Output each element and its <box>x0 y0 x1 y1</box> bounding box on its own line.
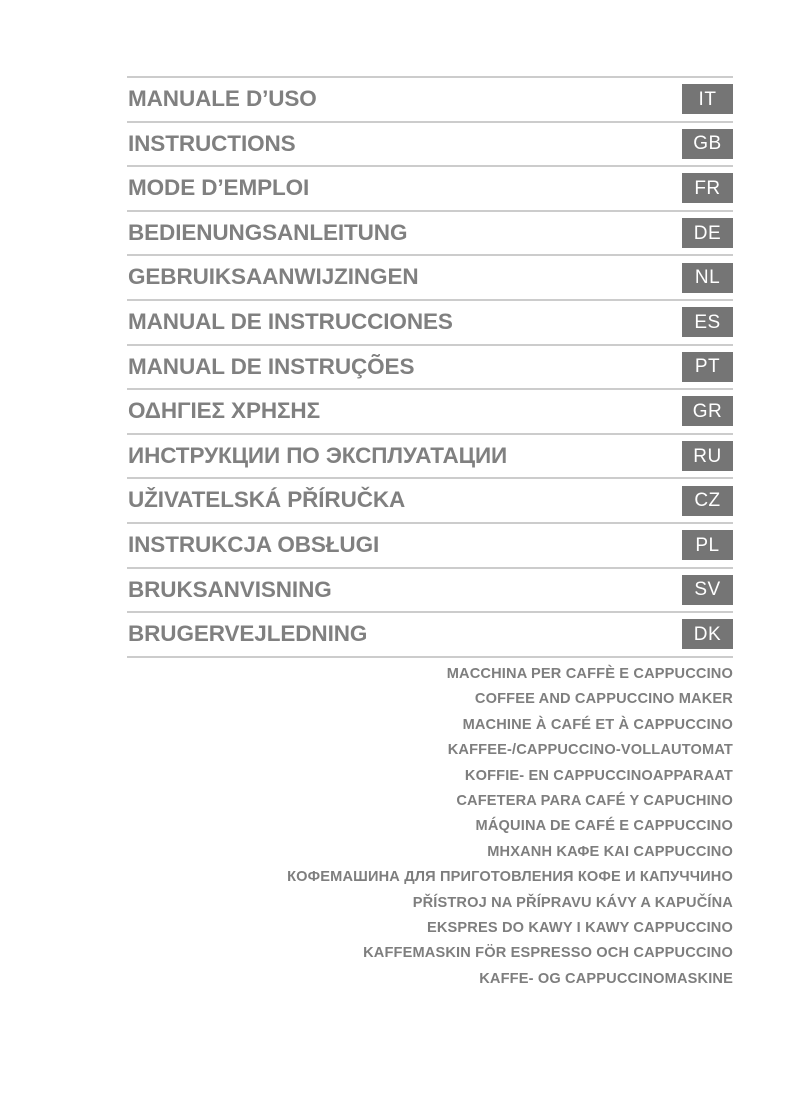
language-row: GEBRUIKSAANWIJZINGEN NL <box>127 254 733 299</box>
language-title: MANUAL DE INSTRUÇÕES <box>128 353 415 379</box>
language-title: GEBRUIKSAANWIJZINGEN <box>128 264 419 290</box>
language-code-badge: DK <box>682 619 733 650</box>
product-name-line: COFFEE AND CAPPUCCINO MAKER <box>474 691 733 708</box>
language-row: BEDIENUNGSANLEITUNG DE <box>127 209 733 255</box>
product-name-line: KAFFEMASKIN FÖR ESPRESSO OCH CAPPUCCINO <box>363 945 733 962</box>
language-title: BEDIENUNGSANLEITUNG <box>128 219 408 245</box>
language-row: ΟΔΗΓΙΕΣ ΧΡΗΣΗΣ GR <box>127 388 733 433</box>
language-code-badge: ES <box>682 307 733 338</box>
language-code-badge: CZ <box>682 485 733 516</box>
language-row: MANUALE D’USO IT <box>127 76 733 121</box>
language-row: UŽIVATELSKÁ PŘÍRUČKA CZ <box>127 477 733 522</box>
language-code-badge: GB <box>682 128 733 159</box>
product-name-line: КОФЕМАШИНА ДЛЯ ПРИГОТОВЛЕНИЯ КОФЕ И КАПУ… <box>287 869 733 886</box>
language-title: MODE D’EMPLOI <box>128 175 310 201</box>
product-name-line: PŘÍSTROJ NA PŘÍPRAVU KÁVY A KAPUČÍNA <box>412 894 733 911</box>
language-title: MANUAL DE INSTRUCCIONES <box>128 309 453 335</box>
language-code-badge: NL <box>682 262 733 293</box>
language-row: MODE D’EMPLOI FR <box>127 165 733 210</box>
language-code-badge: DE <box>682 218 733 249</box>
product-name-line: EKSPRES DO KAWY I KAWY CAPPUCCINO <box>426 920 733 937</box>
language-row: INSTRUKCJA OBSŁUGI PL <box>127 521 733 567</box>
product-name-line: MACCHINA PER CAFFÈ E CAPPUCCINO <box>446 666 733 682</box>
product-name-line: KOFFIE- EN CAPPUCCINOAPPARAAT <box>464 767 733 784</box>
language-title: BRUKSANVISNING <box>128 576 332 602</box>
product-name-line: MACHINE À CAFÉ ET À CAPPUCCINO <box>462 716 733 733</box>
product-name-line: ΜΗΧΑΝΗ ΚΑΦΕ ΚΑΙ CAPPUCCINO <box>487 843 733 860</box>
language-code-badge: FR <box>682 173 733 204</box>
language-title: ΟΔΗΓΙΕΣ ΧΡΗΣΗΣ <box>128 398 320 424</box>
language-row: MANUAL DE INSTRUCCIONES ES <box>127 298 733 344</box>
language-title: MANUALE D’USO <box>128 86 317 112</box>
language-code-badge: PL <box>682 530 733 561</box>
language-code-badge: SV <box>682 574 733 605</box>
language-code-badge: PT <box>682 351 733 382</box>
language-table: MANUALE D’USO IT INSTRUCTIONS GB MODE D’EMPL… <box>127 76 733 658</box>
language-code-badge: IT <box>682 84 733 115</box>
language-row: INSTRUCTIONS GB <box>127 120 733 166</box>
language-row: BRUGERVEJLEDNING DK <box>127 611 733 658</box>
product-name-list: MACCHINA PER CAFFÈ E CAPPUCCINO COFFEE AN… <box>0 662 733 992</box>
language-title: UŽIVATELSKÁ PŘÍRUČKA <box>128 487 406 513</box>
product-name-line: CAFETERA PARA CAFÉ Y CAPUCHINO <box>456 793 733 810</box>
language-title: ИНСТРУКЦИИ ПО ЭКСПЛУАТАЦИИ <box>128 442 508 468</box>
language-row: ИНСТРУКЦИИ ПО ЭКСПЛУАТАЦИИ RU <box>127 432 733 478</box>
language-title: BRUGERVEJLEDNING <box>128 621 368 647</box>
product-name-line: KAFFE- OG CAPPUCCINOMASKINE <box>479 970 733 987</box>
language-title: INSTRUCTIONS <box>128 130 296 156</box>
language-title: INSTRUKCJA OBSŁUGI <box>128 531 380 557</box>
language-row: BRUKSANVISNING SV <box>127 566 733 612</box>
language-code-badge: RU <box>682 441 733 472</box>
language-row: MANUAL DE INSTRUÇÕES PT <box>127 343 733 389</box>
product-name-line: MÁQUINA DE CAFÉ E CAPPUCCINO <box>475 818 733 835</box>
product-name-line: KAFFEE-/CAPPUCCINO-VOLLAUTOMAT <box>447 742 733 759</box>
language-code-badge: GR <box>682 396 733 427</box>
